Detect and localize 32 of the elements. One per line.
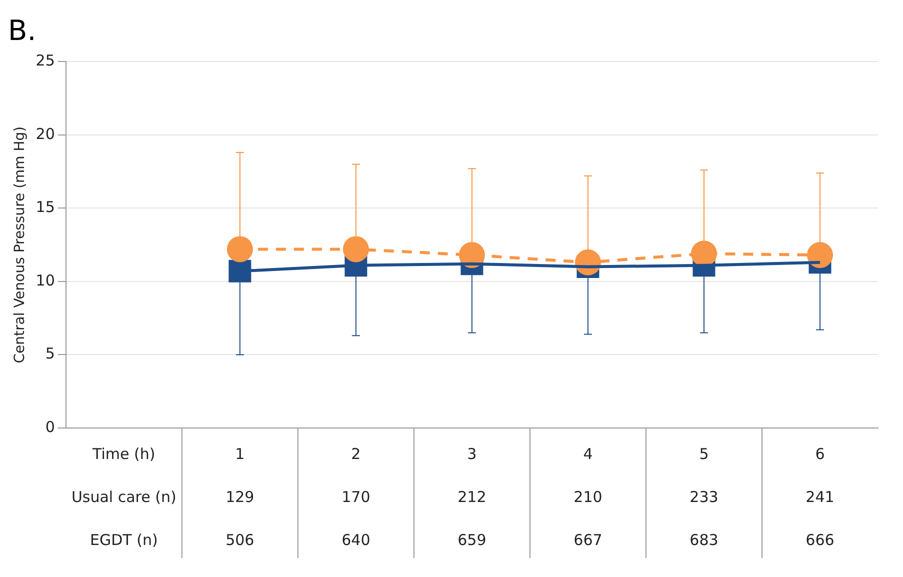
text: 666 (806, 530, 834, 549)
y-tick-label: 0 (45, 418, 55, 436)
text: Usual care (n) (71, 488, 176, 506)
x-axis-title: Time (h) (92, 444, 156, 463)
text: 241 (806, 488, 834, 506)
y-tick-label: 20 (36, 124, 55, 143)
x-tick-label: 5 (699, 444, 709, 463)
x-tick-label: 2 (351, 444, 361, 463)
text: 659 (458, 530, 486, 549)
y-tick-label: 25 (36, 51, 55, 70)
text: 233 (690, 488, 718, 506)
point (806, 242, 833, 268)
chart-title: B. (8, 14, 36, 48)
point (226, 236, 253, 262)
text: EGDT (n) (90, 530, 158, 549)
text: 129 (226, 488, 254, 506)
text: 640 (342, 530, 370, 549)
text: 212 (458, 488, 486, 506)
x-tick-label: 1 (235, 444, 245, 463)
text: 170 (342, 488, 370, 506)
y-axis-title: Central Venous Pressure (mm Hg) (12, 126, 28, 364)
y-tick-label: 10 (36, 271, 55, 290)
text: 683 (690, 530, 718, 549)
x-tick-label: 6 (815, 444, 825, 463)
text: 667 (574, 530, 602, 549)
point (342, 236, 369, 262)
y-tick-label: 15 (36, 198, 55, 216)
text: 506 (226, 530, 254, 549)
text: 210 (574, 488, 602, 506)
x-tick-label: 3 (467, 444, 477, 463)
y-tick-label: 5 (45, 344, 55, 363)
x-tick-label: 4 (583, 444, 593, 463)
